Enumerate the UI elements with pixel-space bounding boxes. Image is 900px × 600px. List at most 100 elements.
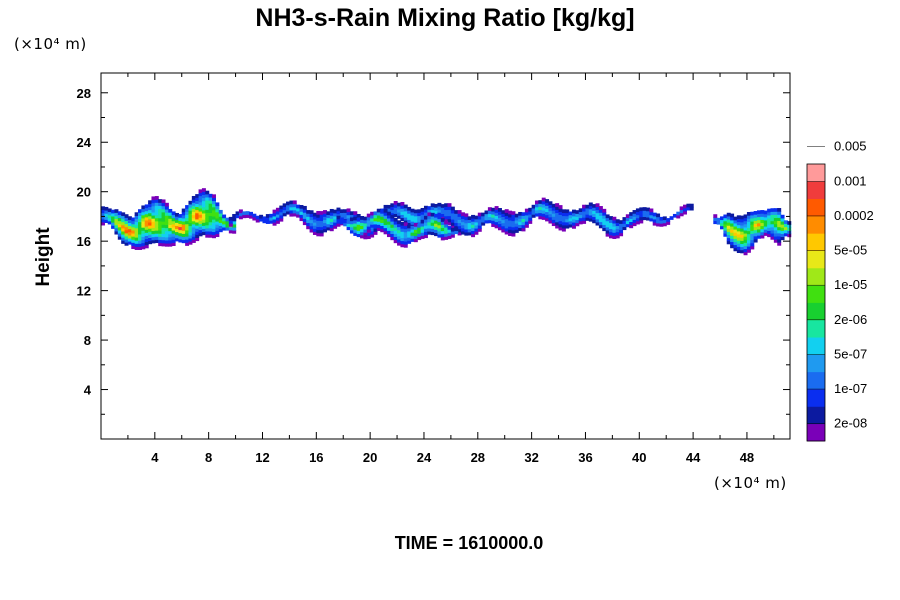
data-cell — [679, 206, 684, 211]
data-cell — [390, 206, 395, 211]
data-cell — [329, 221, 334, 226]
data-cell — [127, 225, 132, 230]
data-cell — [232, 217, 237, 221]
data-cell — [289, 203, 294, 208]
data-cell — [124, 232, 129, 237]
data-cell — [191, 208, 196, 213]
data-cell — [430, 206, 435, 211]
data-cell — [134, 233, 139, 238]
data-cell — [457, 210, 462, 214]
data-cell — [346, 211, 351, 216]
data-cell — [353, 211, 358, 215]
data-cell — [757, 225, 761, 230]
data-cell — [360, 219, 365, 223]
data-cell — [403, 207, 408, 212]
data-cell — [534, 200, 539, 205]
data-cell — [423, 225, 428, 229]
data-cell — [420, 219, 425, 224]
data-cell — [144, 219, 149, 224]
data-cell — [380, 219, 385, 223]
data-cell — [383, 204, 388, 209]
data-cell — [400, 208, 405, 212]
data-cell — [312, 215, 317, 220]
data-cell — [457, 219, 462, 224]
data-cell — [201, 206, 206, 211]
data-cell — [138, 221, 142, 226]
data-cell — [417, 212, 422, 217]
data-cell — [467, 225, 472, 230]
data-cell — [602, 221, 607, 225]
data-cell — [716, 220, 721, 225]
data-cell — [491, 213, 496, 218]
data-cell — [571, 212, 576, 217]
data-cell — [171, 236, 176, 240]
data-cell — [151, 199, 156, 204]
data-cell — [198, 207, 203, 212]
data-cell — [339, 212, 344, 217]
data-cell — [649, 208, 654, 213]
data-cell — [363, 219, 368, 224]
data-cell — [767, 227, 772, 231]
data-cell — [440, 233, 445, 238]
data-cell — [198, 217, 203, 221]
data-cell — [575, 216, 580, 221]
data-cell — [750, 239, 755, 244]
x-tick-label: 32 — [524, 450, 538, 465]
data-cell — [420, 207, 425, 212]
data-cell — [302, 212, 307, 216]
data-cell — [161, 199, 166, 204]
data-cell — [763, 229, 768, 233]
data-cell — [195, 221, 200, 226]
data-cell — [400, 211, 405, 215]
data-cell — [225, 226, 230, 231]
data-cell — [158, 202, 163, 206]
data-cell — [376, 221, 381, 225]
y-tick-label: 20 — [77, 185, 91, 200]
data-cell — [181, 227, 186, 231]
x-axis: 4 8 12 16 20 24 28 32 36 40 44 48 — [127, 73, 775, 465]
data-cell — [410, 225, 415, 230]
data-cell — [195, 212, 200, 217]
x-tick-label: 36 — [578, 450, 592, 465]
data-cell — [111, 212, 116, 217]
data-cell — [434, 210, 439, 214]
data-cell — [639, 216, 644, 221]
colorbar-swatch — [807, 319, 825, 338]
data-cell — [740, 237, 745, 241]
colorbar-label: 5e-07 — [834, 346, 867, 361]
data-cell — [508, 216, 513, 221]
data-cell — [578, 214, 583, 219]
data-cell — [427, 215, 432, 220]
data-cell — [111, 225, 116, 229]
data-cell — [726, 225, 731, 229]
data-cell — [215, 224, 220, 228]
data-cell — [131, 223, 136, 228]
data-cell — [407, 240, 412, 244]
data-cell — [141, 239, 146, 244]
data-cell — [131, 236, 136, 240]
data-cell — [279, 214, 284, 219]
data-cell — [191, 211, 196, 216]
data-cell — [168, 215, 173, 219]
data-cell — [312, 212, 317, 217]
data-cell — [181, 217, 186, 222]
data-cell — [571, 218, 576, 223]
data-cell — [582, 217, 587, 221]
data-cell — [188, 200, 193, 205]
data-cell — [417, 233, 422, 237]
data-cell — [602, 218, 607, 222]
data-cell — [154, 223, 159, 228]
data-cell — [188, 213, 193, 217]
data-cell — [565, 218, 570, 223]
data-cell — [588, 211, 593, 216]
data-cell — [558, 214, 563, 219]
data-cell — [349, 226, 354, 231]
data-cell — [753, 226, 758, 231]
data-cell — [326, 220, 331, 225]
data-cell — [144, 238, 149, 243]
data-cell — [336, 207, 341, 212]
data-cell — [568, 217, 573, 222]
data-cell — [316, 232, 321, 237]
data-cell — [356, 227, 361, 231]
data-cell — [238, 215, 243, 220]
